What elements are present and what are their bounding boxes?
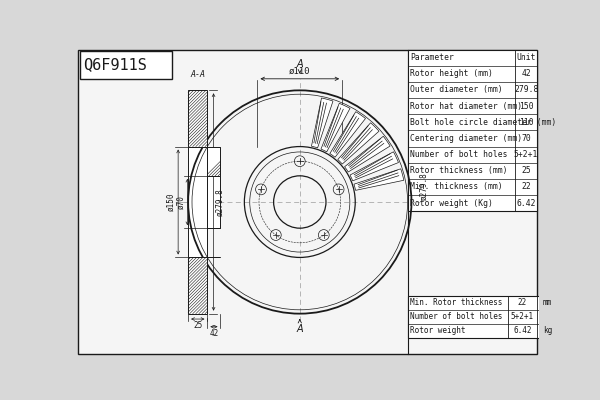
Bar: [208, 146, 220, 176]
Text: Bolt hole circle diameter (mm): Bolt hole circle diameter (mm): [410, 118, 556, 127]
Text: Rotor thickness (mm): Rotor thickness (mm): [410, 166, 508, 175]
Bar: [407, 296, 559, 338]
Bar: [208, 176, 220, 228]
Text: 22: 22: [518, 298, 527, 307]
Text: Number of bolt holes: Number of bolt holes: [410, 312, 502, 321]
Text: Rotor hat diameter (mm): Rotor hat diameter (mm): [410, 102, 522, 111]
Text: mm: mm: [543, 298, 553, 307]
Polygon shape: [338, 123, 379, 164]
Text: A: A: [296, 59, 303, 69]
Text: Min. Rotor thickness: Min. Rotor thickness: [410, 298, 502, 307]
Text: 25: 25: [193, 321, 202, 330]
Polygon shape: [344, 136, 390, 172]
Text: Outer diameter (mm): Outer diameter (mm): [410, 86, 503, 94]
Polygon shape: [350, 152, 398, 181]
Polygon shape: [330, 112, 365, 157]
Text: Number of bolt holes: Number of bolt holes: [410, 150, 508, 159]
Text: ø70: ø70: [176, 195, 185, 209]
Bar: [80, 51, 172, 79]
Bar: [407, 50, 537, 211]
Text: 6.42: 6.42: [517, 199, 536, 208]
Text: A-A: A-A: [191, 70, 206, 79]
Text: 5+2+1: 5+2+1: [511, 312, 534, 321]
Polygon shape: [311, 98, 333, 148]
Bar: [188, 258, 208, 314]
Text: 6.42: 6.42: [513, 326, 532, 335]
Text: Rotor weight: Rotor weight: [410, 326, 466, 335]
Text: Q6F911S: Q6F911S: [83, 58, 146, 72]
Text: Centering diameter (mm): Centering diameter (mm): [410, 134, 522, 143]
Text: ø110: ø110: [289, 67, 311, 76]
Text: 42: 42: [521, 69, 531, 78]
Text: Rotor height (mm): Rotor height (mm): [410, 69, 493, 78]
Text: 5+2+1: 5+2+1: [514, 150, 538, 159]
Text: 279.8: 279.8: [514, 86, 538, 94]
Text: 22: 22: [521, 182, 531, 192]
Text: Parameter: Parameter: [410, 53, 454, 62]
Polygon shape: [354, 169, 404, 190]
Text: 42: 42: [209, 329, 218, 338]
Polygon shape: [321, 103, 350, 152]
Text: Unit: Unit: [517, 53, 536, 62]
Text: Min. thickness (mm): Min. thickness (mm): [410, 182, 503, 192]
Bar: [188, 146, 208, 258]
Text: ø279.8: ø279.8: [216, 188, 225, 216]
Text: 70: 70: [521, 134, 531, 143]
Text: 25: 25: [521, 166, 531, 175]
Text: ø279.8: ø279.8: [419, 173, 428, 200]
Text: 110: 110: [519, 118, 533, 127]
Text: kg: kg: [543, 326, 553, 335]
Bar: [188, 90, 208, 146]
Text: 150: 150: [519, 102, 533, 111]
Text: A: A: [296, 324, 303, 334]
Text: ø150: ø150: [167, 193, 176, 211]
Text: Rotor weight (Kg): Rotor weight (Kg): [410, 199, 493, 208]
